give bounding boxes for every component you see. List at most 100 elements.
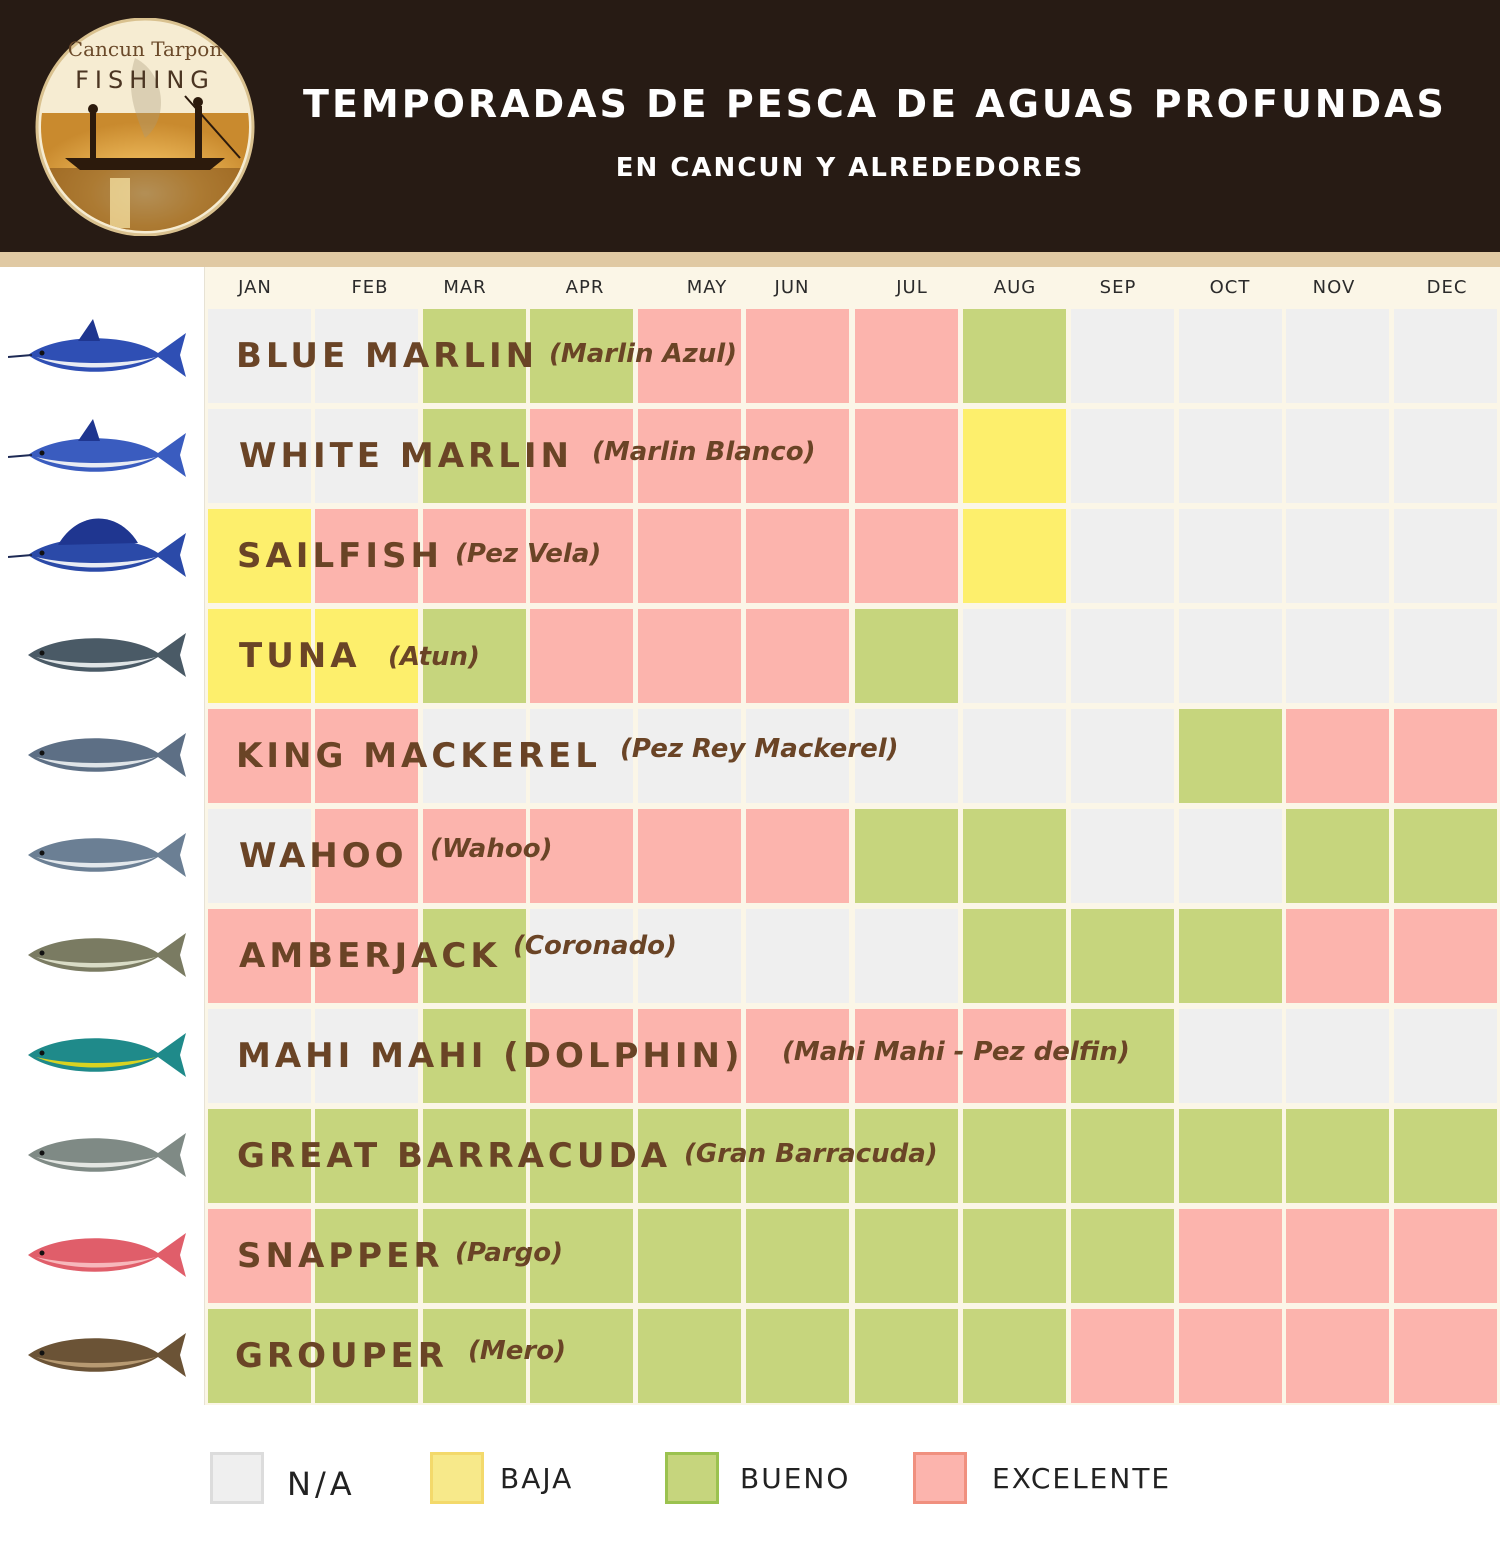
- season-cell: [1071, 1009, 1174, 1103]
- season-cell: [1286, 1009, 1389, 1103]
- season-cell: [855, 609, 958, 703]
- species-name: GREAT BARRACUDA: [237, 1136, 672, 1176]
- season-cell: [1179, 509, 1282, 603]
- season-cell: [855, 809, 958, 903]
- blue-marlin-icon: [8, 319, 186, 377]
- tuna-icon: [28, 633, 186, 677]
- season-cell: [1071, 1209, 1174, 1303]
- season-cell: [1394, 609, 1497, 703]
- season-cell: [315, 1309, 418, 1403]
- season-cell: [746, 909, 849, 1003]
- season-cell: [1179, 809, 1282, 903]
- amberjack-icon: [28, 933, 186, 977]
- season-cell: [423, 509, 526, 603]
- month-header-nov: NOV: [1312, 277, 1356, 298]
- season-cell: [423, 1109, 526, 1203]
- season-cell: [746, 609, 849, 703]
- legend-label-na: N/A: [287, 1465, 356, 1503]
- season-cell: [1286, 709, 1389, 803]
- season-cell: [315, 1209, 418, 1303]
- season-cell: [530, 909, 633, 1003]
- page-title: TEMPORADAS DE PESCA DE AGUAS PROFUNDAS: [303, 82, 1447, 126]
- season-cell: [208, 1309, 311, 1403]
- season-cell: [1179, 1209, 1282, 1303]
- legend-swatch-baja: [430, 1452, 484, 1504]
- season-cell: [423, 909, 526, 1003]
- season-cell: [423, 709, 526, 803]
- season-cell: [1394, 1109, 1497, 1203]
- month-header-jul: JUL: [896, 277, 928, 298]
- season-cell: [1286, 1209, 1389, 1303]
- season-cell: [315, 309, 418, 403]
- season-cell: [638, 509, 741, 603]
- season-cell: [1071, 509, 1174, 603]
- season-cell: [963, 1309, 1066, 1403]
- species-name: TUNA: [239, 636, 361, 676]
- season-cell: [638, 409, 741, 503]
- season-cell: [1071, 709, 1174, 803]
- grouper-icon: [28, 1333, 186, 1377]
- species-name: SNAPPER: [237, 1236, 444, 1276]
- season-cell: [208, 709, 311, 803]
- season-cell: [423, 809, 526, 903]
- season-cell: [530, 709, 633, 803]
- season-cell: [530, 409, 633, 503]
- legend-swatch-bueno: [665, 1452, 719, 1504]
- season-cell: [638, 1109, 741, 1203]
- season-cell: [530, 809, 633, 903]
- season-cell: [746, 709, 849, 803]
- species-name: AMBERJACK: [239, 936, 501, 976]
- season-cell: [1071, 309, 1174, 403]
- season-cell: [530, 609, 633, 703]
- season-cell: [208, 1209, 311, 1303]
- snapper-icon: [28, 1233, 186, 1277]
- season-cell: [423, 1009, 526, 1103]
- barracuda-icon: [28, 1133, 186, 1177]
- season-cell: [208, 309, 311, 403]
- legend-swatch-excelente: [913, 1452, 967, 1504]
- season-cell: [1071, 1309, 1174, 1403]
- season-cell: [1179, 1009, 1282, 1103]
- season-cell: [855, 1309, 958, 1403]
- season-cell: [1179, 1309, 1282, 1403]
- wahoo-icon: [28, 833, 186, 877]
- month-header-feb: FEB: [351, 277, 389, 298]
- season-cell: [208, 409, 311, 503]
- season-cell: [530, 1109, 633, 1203]
- season-cell: [963, 1009, 1066, 1103]
- season-cell: [855, 1109, 958, 1203]
- species-spanish-name: (Gran Barracuda): [684, 1139, 938, 1169]
- season-cell: [1394, 1209, 1497, 1303]
- season-cell: [1394, 309, 1497, 403]
- season-cell: [638, 1209, 741, 1303]
- season-cell: [638, 309, 741, 403]
- season-cell: [746, 409, 849, 503]
- species-spanish-name: (Pargo): [455, 1238, 563, 1268]
- season-cell: [1394, 809, 1497, 903]
- season-cell: [1286, 509, 1389, 603]
- season-cell: [638, 709, 741, 803]
- logo-text-top: Cancun Tarpon: [68, 37, 223, 61]
- species-name: GROUPER: [235, 1336, 448, 1376]
- season-cell: [423, 609, 526, 703]
- season-cell: [315, 509, 418, 603]
- month-header-aug: AUG: [993, 277, 1037, 298]
- white-marlin-icon: [8, 419, 186, 477]
- season-cell: [423, 1209, 526, 1303]
- legend-label-excelente: EXCELENTE: [992, 1462, 1172, 1495]
- season-cell: [1179, 609, 1282, 703]
- season-cell: [746, 809, 849, 903]
- season-cell: [315, 809, 418, 903]
- season-cell: [1286, 1109, 1389, 1203]
- season-cell: [746, 1309, 849, 1403]
- season-cell: [315, 409, 418, 503]
- season-cell: [963, 809, 1066, 903]
- season-cell: [746, 509, 849, 603]
- season-cell: [638, 1309, 741, 1403]
- species-spanish-name: (Wahoo): [430, 834, 553, 864]
- month-header-jan: JAN: [238, 277, 272, 298]
- season-cell: [855, 1209, 958, 1303]
- species-spanish-name: (Atun): [388, 642, 480, 672]
- season-cell: [208, 909, 311, 1003]
- season-cell: [1394, 909, 1497, 1003]
